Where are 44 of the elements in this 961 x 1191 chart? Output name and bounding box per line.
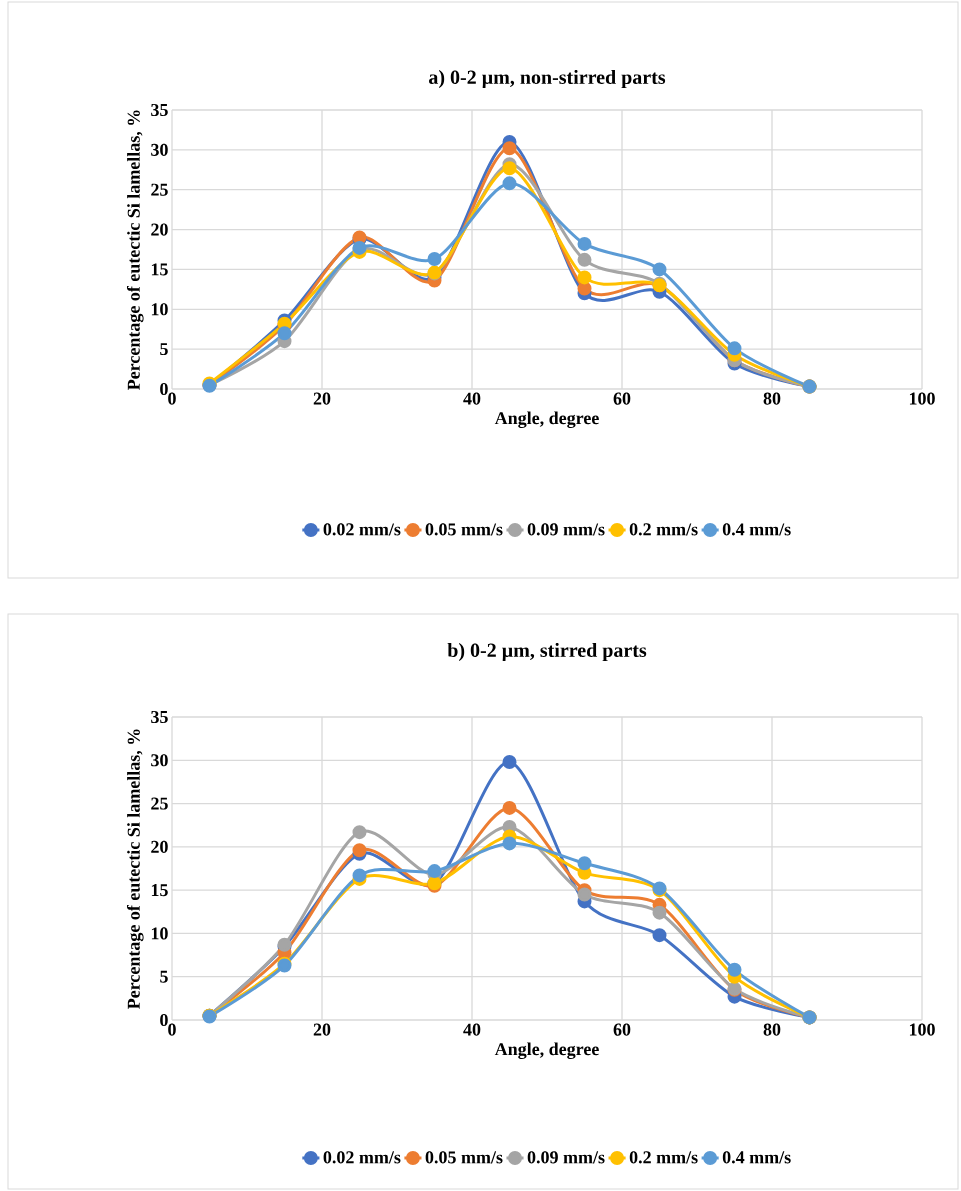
y-tick-label: 25 [151,183,168,196]
legend-label: 0.2 mm/s [629,1151,698,1164]
y-axis-title: Percentage of eutectic Si lamellas, % [126,110,144,390]
x-tick-label: 0 [168,1023,176,1036]
y-axis-title: Percentage of eutectic Si lamellas, % [126,729,144,1009]
chart-title: b) 0-2 µm, stirred parts [447,642,647,662]
y-tick-label: 35 [151,710,168,724]
y-tick-label: 5 [160,343,168,356]
y-tick-label: 20 [151,223,168,236]
y-tick-label: 25 [151,797,168,810]
legend-label: 0.09 mm/s [527,523,605,536]
x-tick-label: 20 [313,1023,331,1036]
y-tick-label: 0 [160,1013,168,1027]
x-axis-title: Angle, degree [494,1042,599,1059]
x-tick-label: 60 [613,1023,631,1036]
chart-title: a) 0-2 µm, non-stirred parts [429,69,666,89]
y-tick-label: 35 [151,103,168,117]
legend-label: 0.2 mm/s [629,523,698,536]
y-tick-label: 10 [151,303,168,316]
y-tick-label: 0 [160,382,168,396]
legend-label: 0.05 mm/s [425,523,503,536]
x-axis-title: Angle, degree [494,411,599,428]
legend-label: 0.02 mm/s [323,1151,401,1164]
y-tick-label: 15 [151,884,168,897]
x-tick-label: 60 [613,392,631,405]
y-tick-label: 10 [151,927,168,940]
y-tick-label: 30 [151,143,168,156]
legend-label: 0.09 mm/s [527,1151,605,1164]
legend-label: 0.4 mm/s [722,1151,791,1164]
x-tick-label: 100 [909,392,935,405]
x-tick-label: 20 [313,392,331,405]
legend-label: 0.05 mm/s [425,1151,503,1164]
y-tick-label: 15 [151,263,168,276]
legend-label: 0.02 mm/s [323,523,401,536]
x-tick-label: 80 [763,392,781,405]
y-tick-label: 5 [160,970,168,983]
y-tick-label: 30 [151,754,168,767]
legend-label: 0.4 mm/s [722,523,791,536]
x-tick-label: 0 [168,392,176,405]
y-tick-label: 20 [151,840,168,853]
x-tick-label: 100 [909,1023,935,1036]
x-tick-label: 80 [763,1023,781,1036]
x-tick-label: 40 [463,1023,481,1036]
x-tick-label: 40 [463,392,481,405]
